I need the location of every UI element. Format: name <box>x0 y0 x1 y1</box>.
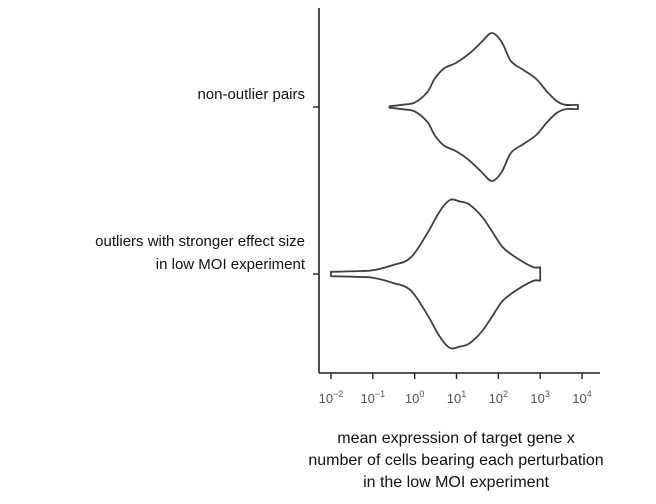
x-tick-label-3: 101 <box>447 389 466 406</box>
violin-0 <box>388 32 579 182</box>
violin-group <box>330 32 579 350</box>
x-axis-title-line-0: mean expression of target gene x <box>337 430 574 447</box>
x-tick-label-0: 10−2 <box>319 389 344 406</box>
x-axis-title: mean expression of target gene x number o… <box>308 430 603 491</box>
x-tick-label-6: 104 <box>572 389 591 406</box>
y-tick-marks <box>313 106 319 275</box>
x-tick-label-1: 10−1 <box>360 389 385 406</box>
category-label-1-0: outliers with stronger effect size <box>95 233 305 250</box>
x-tick-label-5: 103 <box>530 389 549 406</box>
violin-1 <box>330 198 542 350</box>
category-label-0-0: non-outlier pairs <box>197 86 305 103</box>
x-tick-label-2: 100 <box>405 389 424 406</box>
category-label-1-1: in low MOI experiment <box>156 256 306 273</box>
x-tick-labels: 10−2 10−1 100 101 102 103 104 <box>319 389 592 406</box>
x-tick-marks <box>330 373 583 379</box>
x-axis-title-line-1: number of cells bearing each perturbatio… <box>308 452 603 469</box>
x-axis-title-line-2: in the low MOI experiment <box>363 474 549 491</box>
y-tick-labels: non-outlier pairs outliers with stronger … <box>95 86 306 273</box>
x-tick-label-4: 102 <box>489 389 508 406</box>
